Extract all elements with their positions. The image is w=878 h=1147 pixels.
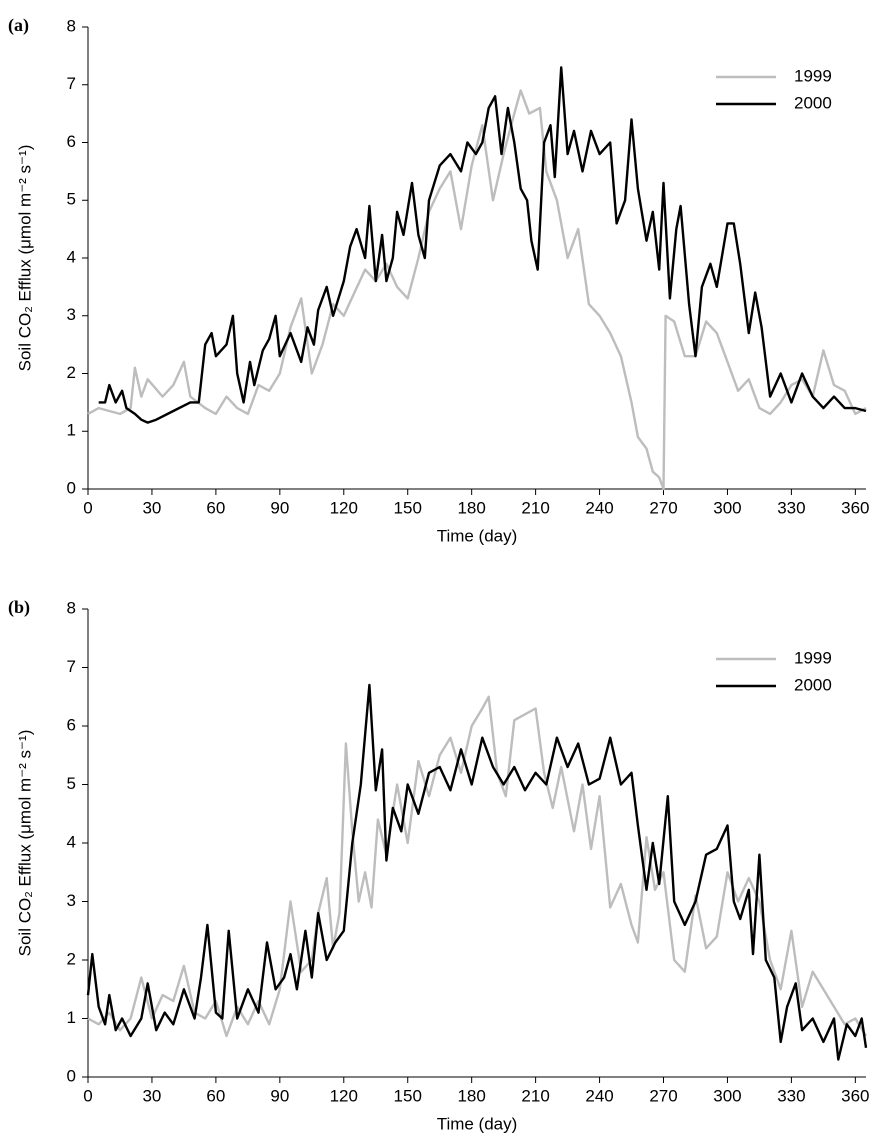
x-tick-label: 300 bbox=[713, 498, 741, 517]
x-tick-label: 90 bbox=[270, 1086, 289, 1105]
legend-label: 1999 bbox=[794, 648, 832, 667]
x-tick-label: 180 bbox=[457, 1086, 485, 1105]
x-tick-label: 300 bbox=[713, 1086, 741, 1105]
panel-label: (b) bbox=[8, 597, 30, 618]
y-tick-label: 2 bbox=[67, 363, 76, 382]
y-tick-label: 8 bbox=[67, 16, 76, 35]
x-tick-label: 180 bbox=[457, 498, 485, 517]
y-tick-label: 6 bbox=[67, 715, 76, 734]
series-line bbox=[87, 89, 867, 491]
x-tick-label: 210 bbox=[521, 1086, 549, 1105]
x-tick-label: 30 bbox=[142, 1086, 161, 1105]
y-tick-label: 7 bbox=[67, 657, 76, 676]
y-tick-label: 2 bbox=[67, 949, 76, 968]
legend-label: 1999 bbox=[794, 66, 832, 85]
x-tick-label: 0 bbox=[83, 1086, 92, 1105]
x-tick-label: 30 bbox=[142, 498, 161, 517]
x-tick-label: 120 bbox=[330, 498, 358, 517]
x-tick-label: 270 bbox=[649, 1086, 677, 1105]
panel: (a) 0 1 2 3 4 5 6 7 8 0 30 60 90 120 150 180 210 240 270 300… bbox=[8, 15, 870, 545]
series-line bbox=[87, 695, 868, 1038]
y-tick-label: 1 bbox=[67, 421, 76, 440]
y-axis-title: Soil CO₂ Efflux (μmol m⁻² s⁻¹) bbox=[15, 145, 34, 372]
x-tick-label: 120 bbox=[330, 1086, 358, 1105]
legend-label: 2000 bbox=[794, 675, 832, 694]
y-tick-label: 6 bbox=[67, 132, 76, 151]
x-tick-label: 0 bbox=[83, 498, 92, 517]
y-tick-label: 3 bbox=[67, 305, 76, 324]
panel: (b) 0 1 2 3 4 5 6 7 8 0 30 60 90 120 150 180 210 240 270 300… bbox=[8, 597, 870, 1133]
x-tick-label: 270 bbox=[649, 498, 677, 517]
x-tick-label: 150 bbox=[394, 1086, 422, 1105]
x-tick-label: 150 bbox=[394, 498, 422, 517]
x-tick-label: 330 bbox=[777, 498, 805, 517]
x-tick-label: 60 bbox=[206, 498, 225, 517]
x-tick-label: 60 bbox=[206, 1086, 225, 1105]
x-tick-label: 240 bbox=[585, 498, 613, 517]
panel-label: (a) bbox=[8, 15, 29, 36]
series-line bbox=[98, 66, 867, 424]
x-tick-label: 240 bbox=[585, 1086, 613, 1105]
y-tick-label: 5 bbox=[67, 774, 76, 793]
y-tick-label: 4 bbox=[67, 247, 76, 266]
y-tick-label: 1 bbox=[67, 1008, 76, 1027]
x-tick-label: 210 bbox=[521, 498, 549, 517]
y-tick-label: 8 bbox=[67, 598, 76, 617]
y-tick-label: 7 bbox=[67, 74, 76, 93]
legend-label: 2000 bbox=[794, 93, 832, 112]
y-tick-label: 3 bbox=[67, 891, 76, 910]
series-line bbox=[86, 683, 868, 1061]
x-tick-label: 360 bbox=[841, 1086, 869, 1105]
y-tick-label: 5 bbox=[67, 190, 76, 209]
x-tick-label: 360 bbox=[841, 498, 869, 517]
x-axis-title: Time (day) bbox=[437, 1114, 518, 1133]
x-tick-label: 330 bbox=[777, 1086, 805, 1105]
y-tick-label: 0 bbox=[67, 478, 76, 497]
x-axis-title: Time (day) bbox=[437, 526, 518, 545]
x-tick-label: 90 bbox=[270, 498, 289, 517]
y-tick-label: 0 bbox=[67, 1066, 76, 1085]
y-tick-label: 4 bbox=[67, 832, 76, 851]
y-axis-title: Soil CO₂ Efflux (μmol m⁻² s⁻¹) bbox=[15, 730, 34, 957]
